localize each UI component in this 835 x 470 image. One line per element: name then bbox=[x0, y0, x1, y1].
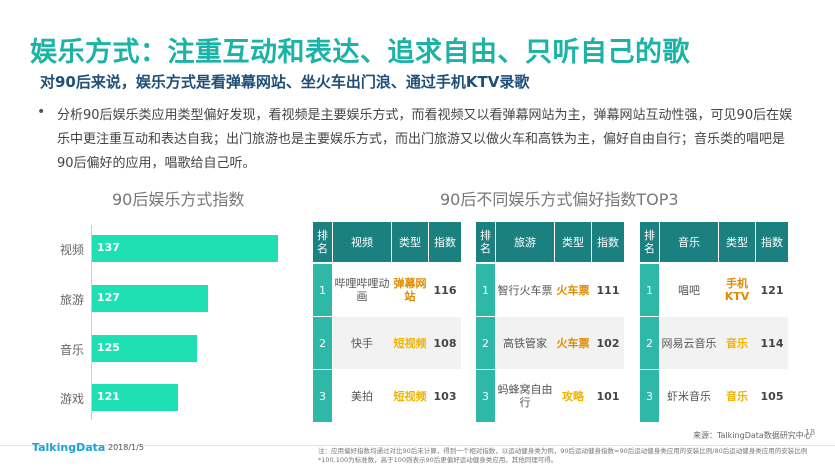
rank-cell: 3 bbox=[476, 370, 495, 422]
app-type-cell: 音乐 bbox=[726, 336, 748, 350]
app-name-cell: 快手 bbox=[351, 336, 373, 350]
bullet-point: • bbox=[37, 104, 46, 120]
app-name-cell: 高铁管家 bbox=[503, 336, 547, 350]
bar-category-label: 旅游 bbox=[60, 293, 85, 307]
table-header-cell: 指数 bbox=[592, 222, 624, 262]
table-header-cell: 音乐 bbox=[660, 222, 718, 262]
bar-value-label: 121 bbox=[97, 390, 120, 403]
table-header-cell: 视频 bbox=[333, 222, 391, 262]
bar-value-label: 125 bbox=[97, 341, 120, 354]
left-chart-heading: 90后娱乐方式指数 bbox=[112, 190, 245, 209]
report-date: 2018/1/5 bbox=[108, 443, 144, 452]
chart-axis-line bbox=[91, 225, 92, 420]
footer-divider bbox=[0, 445, 835, 446]
rank-cell: 1 bbox=[640, 264, 659, 316]
app-name-cell: 虾米音乐 bbox=[667, 389, 711, 403]
index-value-cell: 105 bbox=[760, 389, 784, 403]
source-note: 来源：TalkingData数据研究中心 bbox=[693, 431, 812, 440]
index-value-cell: 121 bbox=[760, 283, 784, 297]
bar-value-label: 137 bbox=[97, 241, 120, 254]
page-title: 娱乐方式：注重互动和表达、追求自由、只听自己的歌 bbox=[30, 37, 690, 68]
app-name-cell: 网易云音乐 bbox=[661, 336, 717, 350]
footnote: 注：应用偏好指数均通过对比90后未计算，得到一个相对指数，以运动健身类为例，90… bbox=[318, 447, 808, 464]
table-row bbox=[496, 317, 624, 369]
index-value-cell: 116 bbox=[433, 283, 457, 297]
table-row bbox=[496, 370, 624, 422]
table-header-cell: 排名 bbox=[313, 222, 332, 262]
index-value-cell: 101 bbox=[596, 389, 620, 403]
table-row bbox=[660, 370, 788, 422]
right-tables-heading: 90后不同娱乐方式偏好指数TOP3 bbox=[440, 190, 679, 209]
table-header-cell: 类型 bbox=[719, 222, 755, 262]
table-header-cell: 排名 bbox=[476, 222, 495, 262]
table-header-cell: 指数 bbox=[429, 222, 461, 262]
index-value-cell: 108 bbox=[433, 336, 457, 350]
app-name-cell: 蚂蜂窝自由行 bbox=[497, 383, 553, 409]
table-header-cell: 类型 bbox=[555, 222, 591, 262]
app-name-cell: 智行火车票 bbox=[497, 283, 553, 297]
rank-cell: 2 bbox=[313, 317, 332, 369]
rank-cell: 3 bbox=[640, 370, 659, 422]
bar-value-label: 127 bbox=[97, 291, 120, 304]
page-number: 18 bbox=[805, 428, 816, 437]
bar-category-label: 视频 bbox=[60, 243, 85, 257]
app-type-cell: 短视频 bbox=[393, 389, 427, 403]
rank-cell: 2 bbox=[476, 317, 495, 369]
table-header-cell: 指数 bbox=[756, 222, 788, 262]
bar: 121 bbox=[92, 384, 178, 411]
table-row bbox=[660, 317, 788, 369]
bar: 137 bbox=[92, 235, 278, 262]
table-header-cell: 旅游 bbox=[496, 222, 554, 262]
app-type-cell: 攻略 bbox=[562, 389, 584, 403]
app-name-cell: 美拍 bbox=[351, 389, 373, 403]
talkingdata-logo: TalkingData bbox=[32, 441, 106, 454]
table-row bbox=[333, 264, 461, 316]
app-type-cell: 火车票 bbox=[556, 336, 590, 350]
analysis-paragraph: 分析90后娱乐类应用类型偏好发现，看视频是主要娱乐方式，而看视频又以看弹幕网站为… bbox=[57, 108, 793, 171]
bar-category-label: 音乐 bbox=[60, 343, 85, 357]
table-header-cell: 类型 bbox=[392, 222, 428, 262]
app-type-cell: 音乐 bbox=[726, 389, 748, 403]
rank-cell: 1 bbox=[313, 264, 332, 316]
index-value-cell: 103 bbox=[433, 389, 457, 403]
bar: 125 bbox=[92, 335, 197, 362]
table-row bbox=[660, 264, 788, 316]
app-name-cell: 唱吧 bbox=[678, 283, 700, 297]
table-row bbox=[496, 264, 624, 316]
index-value-cell: 114 bbox=[760, 336, 784, 350]
bar: 127 bbox=[92, 285, 208, 312]
table-row bbox=[333, 370, 461, 422]
bar-category-label: 游戏 bbox=[60, 392, 85, 406]
app-type-cell: 手机KTV bbox=[724, 277, 750, 303]
table-header-cell: 排名 bbox=[640, 222, 659, 262]
rank-cell: 3 bbox=[313, 370, 332, 422]
app-type-cell: 火车票 bbox=[556, 283, 590, 297]
page-subtitle: 对90后来说，娱乐方式是看弹幕网站、坐火车出门浪、通过手机KTV录歌 bbox=[40, 73, 530, 91]
rank-cell: 2 bbox=[640, 317, 659, 369]
rank-cell: 1 bbox=[476, 264, 495, 316]
app-type-cell: 短视频 bbox=[393, 336, 427, 350]
app-type-cell: 弹幕网站 bbox=[393, 277, 427, 303]
index-value-cell: 111 bbox=[596, 283, 620, 297]
app-name-cell: 哔哩哔哩动画 bbox=[334, 277, 390, 303]
index-value-cell: 102 bbox=[596, 336, 620, 350]
table-row bbox=[333, 317, 461, 369]
